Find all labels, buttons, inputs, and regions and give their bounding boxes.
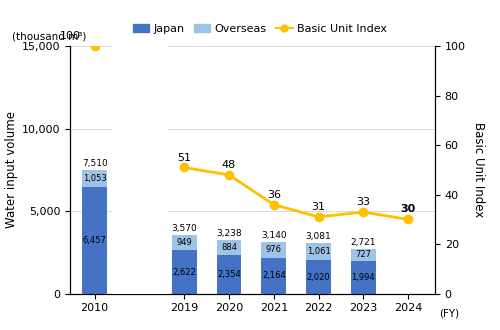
Text: 36: 36 [267, 190, 281, 200]
Text: 976: 976 [266, 246, 282, 254]
Y-axis label: Basic Unit Index: Basic Unit Index [472, 122, 485, 217]
Text: 3,140: 3,140 [261, 231, 286, 240]
Bar [216, 255, 242, 294]
Text: 3,570: 3,570 [172, 224, 197, 233]
Text: 2,354: 2,354 [217, 270, 241, 279]
Bar [351, 249, 376, 261]
Text: 6,457: 6,457 [82, 236, 106, 245]
Text: 51: 51 [177, 152, 191, 162]
Text: 1,994: 1,994 [352, 273, 375, 282]
Bar [172, 250, 197, 294]
Bar [351, 261, 376, 294]
Bar [306, 260, 331, 294]
Text: 3,238: 3,238 [216, 229, 242, 238]
Legend: Japan, Overseas, Basic Unit Index: Japan, Overseas, Basic Unit Index [128, 19, 392, 39]
Bar [306, 243, 331, 260]
Text: 2,721: 2,721 [350, 238, 376, 247]
Y-axis label: Water input volume: Water input volume [4, 112, 18, 228]
Text: 100: 100 [60, 31, 80, 41]
Text: 3,081: 3,081 [306, 232, 332, 241]
Bar [262, 258, 286, 294]
Bar [114, 46, 167, 294]
Bar [82, 170, 107, 187]
Text: (thousand m³): (thousand m³) [12, 31, 86, 41]
Text: 2,020: 2,020 [306, 273, 330, 281]
Text: 727: 727 [356, 250, 372, 259]
Bar [114, 46, 167, 294]
Bar [216, 240, 242, 255]
Bar [262, 242, 286, 258]
Text: 30: 30 [400, 205, 416, 214]
Text: 48: 48 [222, 160, 236, 170]
Text: 2,164: 2,164 [262, 271, 285, 280]
Text: 1,061: 1,061 [306, 247, 330, 256]
Text: 33: 33 [356, 197, 370, 207]
Text: 7,510: 7,510 [82, 159, 108, 168]
Text: (FY): (FY) [438, 309, 459, 318]
Text: 884: 884 [221, 243, 237, 252]
Text: 31: 31 [312, 202, 326, 212]
Text: 2,622: 2,622 [172, 268, 196, 277]
Text: 949: 949 [176, 238, 192, 247]
Bar [172, 235, 197, 250]
Bar [82, 187, 107, 294]
Text: 1,053: 1,053 [83, 174, 106, 183]
